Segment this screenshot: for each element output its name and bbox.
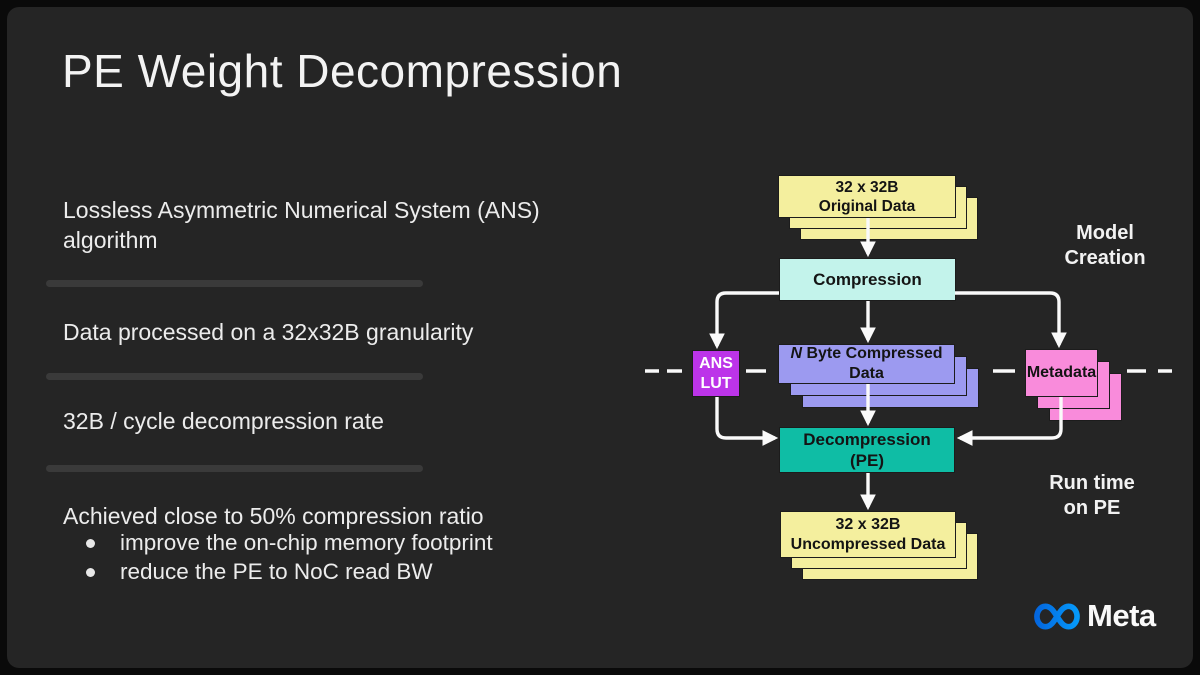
phase-label-model-creation: Model Creation [1064, 222, 1146, 269]
divider [46, 373, 423, 380]
node-compressed-data: N Byte Compressed Data [778, 344, 979, 408]
node-metadata: Metadata [1025, 349, 1122, 421]
sub-bullet-text: improve the on-chip memory footprint [120, 530, 493, 555]
divider [46, 465, 423, 472]
bullet-dot-icon [86, 567, 95, 577]
italic-n: N [790, 345, 803, 362]
node-original-data: 32 x 32B Original Data [778, 175, 978, 240]
node-label: 32 x 32B [835, 178, 899, 196]
point-rate: 32B / cycle decompression rate [63, 408, 384, 434]
sub-bullet: reduce the PE to NoC read BW [86, 559, 493, 588]
sub-bullet-text: reduce the PE to NoC read BW [120, 558, 433, 584]
node-uncompressed-data-box: 32 x 32B Uncompressed Data [780, 511, 956, 558]
point-ans-algorithm: Lossless Asymmetric Numerical System (AN… [63, 197, 540, 253]
node-label: Original Data [818, 197, 916, 215]
meta-logo: Meta [1034, 598, 1156, 634]
node-label: (PE) [850, 451, 884, 470]
node-ans-lut: ANS LUT [692, 350, 740, 397]
node-label: LUT [700, 374, 732, 392]
node-label: ANS [699, 354, 733, 372]
node-label: Data [849, 365, 884, 382]
node-compressed-data-box: N Byte Compressed Data [778, 344, 955, 384]
node-label: Uncompressed Data [790, 535, 946, 553]
meta-infinity-icon [1034, 602, 1080, 630]
meta-wordmark: Meta [1087, 598, 1156, 633]
node-label: N Byte Compressed [790, 345, 943, 362]
divider [46, 280, 423, 287]
node-label: 32 x 32B [835, 515, 901, 533]
point-granularity: Data processed on a 32x32B granularity [63, 319, 474, 345]
sub-bullet: improve the on-chip memory footprint [86, 530, 493, 559]
sub-bullet-list: improve the on-chip memory footprint red… [86, 530, 493, 587]
node-metadata-box: Metadata [1025, 349, 1098, 397]
node-original-data-box: 32 x 32B Original Data [778, 175, 956, 218]
phase-label-run-time: Run time on PE [1049, 472, 1135, 519]
bullet-dot-icon [86, 539, 95, 548]
node-label: Metadata [1026, 364, 1097, 381]
node-compression: Compression [779, 258, 956, 301]
node-uncompressed-data: 32 x 32B Uncompressed Data [780, 511, 978, 580]
slide-title: PE Weight Decompression [62, 45, 623, 97]
point-compression-ratio: Achieved close to 50% compression ratio [63, 503, 484, 529]
node-label: Decompression [803, 430, 931, 449]
node-label: Compression [813, 270, 922, 289]
node-decompression: Decompression (PE) [779, 427, 955, 473]
